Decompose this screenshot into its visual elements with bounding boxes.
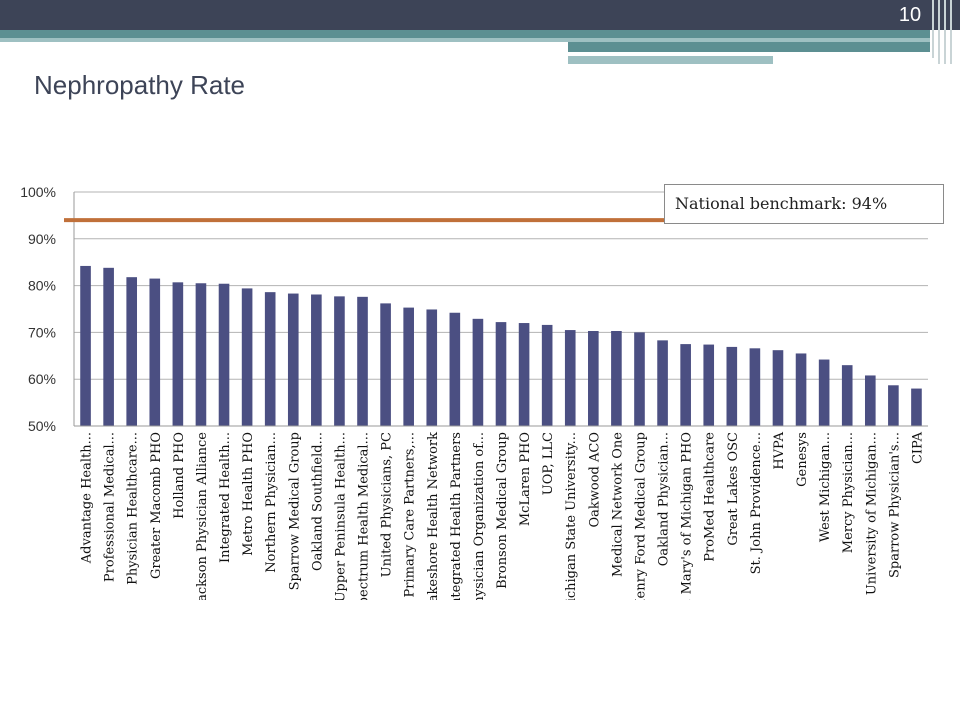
x-tick-label: Northern Physician... (264, 432, 279, 573)
bar (726, 346, 738, 426)
bar (403, 307, 414, 426)
slide-number: 10 (898, 4, 922, 26)
bar (195, 283, 207, 426)
x-tick-label: UOP, LLC (541, 432, 556, 495)
bar (864, 375, 876, 426)
bar (611, 330, 622, 426)
bar (426, 309, 438, 426)
x-tick-label: Jackson Physician Alliance (195, 432, 210, 600)
header-accent-stripe-light (0, 38, 930, 42)
bar (241, 288, 253, 426)
bar (380, 303, 391, 426)
x-tick-label: Integrated Health... (218, 432, 233, 563)
bar (334, 296, 345, 426)
x-tick-label: Physician Organization of... (472, 432, 487, 600)
header-accent-block-light (568, 56, 773, 64)
bar (357, 296, 368, 426)
x-tick-label: Oakland Physician... (657, 432, 672, 566)
bar (634, 332, 645, 426)
x-tick-label: St. John Providence... (749, 432, 764, 574)
x-tick-label: Great Lakes OSC (726, 432, 741, 546)
x-tick-label: ProMed Healthcare (703, 432, 718, 562)
bar (818, 359, 830, 426)
bar (588, 330, 599, 426)
x-tick-label: McLaren PHO (518, 432, 533, 526)
x-tick-label: Professional Medical... (103, 432, 118, 582)
header-vertical-line (938, 0, 940, 64)
x-tick-label: Sparrow Medical Group (287, 432, 302, 590)
bar (888, 385, 899, 426)
x-tick-label: Lakeshore Health Network (426, 432, 441, 600)
bar (680, 344, 691, 426)
y-tick-label: 100% (20, 184, 56, 200)
header-bar (0, 0, 960, 30)
x-tick-label: Michigan State University... (564, 432, 579, 600)
y-tick-label: 70% (28, 324, 56, 340)
bar (311, 294, 322, 426)
bar (772, 350, 784, 426)
bar (472, 318, 484, 426)
x-tick-label: University of Michigan... (864, 432, 879, 595)
bar (564, 330, 576, 426)
slide-title: Nephropathy Rate (34, 70, 246, 100)
x-tick-label: Holland PHO (172, 432, 187, 519)
bar (541, 324, 553, 426)
bar (126, 277, 138, 426)
x-tick-label: Mercy Physician... (841, 432, 856, 553)
bar (518, 323, 530, 426)
y-tick-label: 60% (28, 371, 56, 387)
x-tick-label: Medical Network One (610, 432, 625, 577)
bar (103, 267, 114, 426)
x-tick-label: Upper Peninsula Health... (333, 432, 348, 600)
bar (703, 344, 715, 426)
x-tick-label: Oakland Southfield... (310, 432, 325, 571)
x-tick-label: Greater Macomb PHO (149, 432, 164, 579)
bar (264, 292, 276, 426)
x-tick-label: United Physicians, PC (380, 432, 395, 577)
bar (80, 265, 91, 426)
header-accent-gap (568, 52, 888, 54)
x-tick-label: Sparrow Physician's... (887, 432, 902, 578)
header-accent-stripe (0, 30, 930, 38)
x-tick-label: Integrated Health Partners (449, 432, 464, 600)
bar (218, 283, 230, 426)
bar (149, 278, 161, 426)
x-tick-label: West Michigan... (818, 432, 833, 542)
y-tick-label: 50% (28, 418, 56, 434)
header-vertical-line (944, 0, 946, 64)
bar (287, 293, 299, 426)
bar-chart: 50% 60% 70% 80% 90% 100% Advantage Health... Pr… (20, 184, 928, 600)
bar (911, 388, 922, 426)
bar (749, 348, 761, 426)
header-vertical-line (932, 0, 934, 58)
bar (795, 353, 807, 426)
x-tick-label: Bronson Medical Group (495, 432, 510, 589)
x-tick-label: Metro Health PHO (241, 432, 256, 556)
x-tick-label: Primary Care Partners,... (403, 432, 418, 597)
x-tick-label: St. Mary's of Michigan PHO (680, 432, 695, 600)
x-tick-label: Advantage Health... (80, 432, 95, 564)
benchmark-callout: National benchmark: 94% (664, 184, 944, 224)
x-tick-label: Physician Healthcare... (126, 432, 141, 585)
bar (657, 340, 668, 426)
x-tick-label: Spectrum Health Medical... (357, 432, 372, 600)
y-tick-label: 80% (28, 278, 56, 294)
x-tick-label: HVPA (772, 431, 787, 469)
bar (495, 322, 507, 426)
x-tick-label: Genesys (795, 432, 810, 487)
bar (841, 365, 853, 426)
x-tick-label: Henry Ford Medical Group (633, 432, 648, 600)
header-accent-block (568, 42, 930, 52)
y-tick-label: 90% (28, 231, 56, 247)
x-tick-label: Oakwood ACO (587, 432, 602, 528)
header-vertical-line (950, 0, 952, 64)
bar (172, 282, 184, 426)
x-tick-label: CIPA (910, 431, 925, 464)
bar (449, 312, 461, 426)
